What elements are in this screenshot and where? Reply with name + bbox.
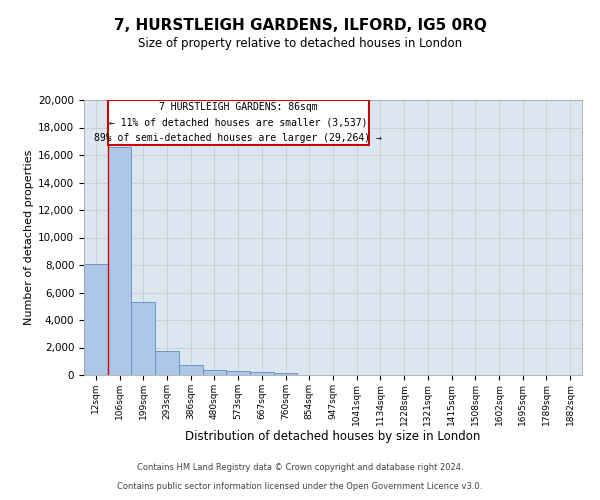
Bar bbox=[274, 372, 298, 375]
Text: 7 HURSTLEIGH GARDENS: 86sqm
← 11% of detached houses are smaller (3,537)
89% of : 7 HURSTLEIGH GARDENS: 86sqm ← 11% of det… bbox=[94, 102, 382, 144]
Text: Contains public sector information licensed under the Open Government Licence v3: Contains public sector information licen… bbox=[118, 482, 482, 491]
Bar bbox=[84, 264, 108, 375]
Bar bbox=[250, 372, 274, 375]
Y-axis label: Number of detached properties: Number of detached properties bbox=[24, 150, 34, 325]
Text: 7, HURSTLEIGH GARDENS, ILFORD, IG5 0RQ: 7, HURSTLEIGH GARDENS, ILFORD, IG5 0RQ bbox=[113, 18, 487, 32]
Bar bbox=[108, 147, 131, 375]
Bar bbox=[179, 366, 203, 375]
Text: Contains HM Land Registry data © Crown copyright and database right 2024.: Contains HM Land Registry data © Crown c… bbox=[137, 464, 463, 472]
Bar bbox=[226, 371, 250, 375]
Bar bbox=[131, 302, 155, 375]
Bar bbox=[155, 351, 179, 375]
Text: Size of property relative to detached houses in London: Size of property relative to detached ho… bbox=[138, 38, 462, 51]
FancyBboxPatch shape bbox=[108, 100, 368, 146]
X-axis label: Distribution of detached houses by size in London: Distribution of detached houses by size … bbox=[185, 430, 481, 444]
Bar bbox=[203, 370, 226, 375]
